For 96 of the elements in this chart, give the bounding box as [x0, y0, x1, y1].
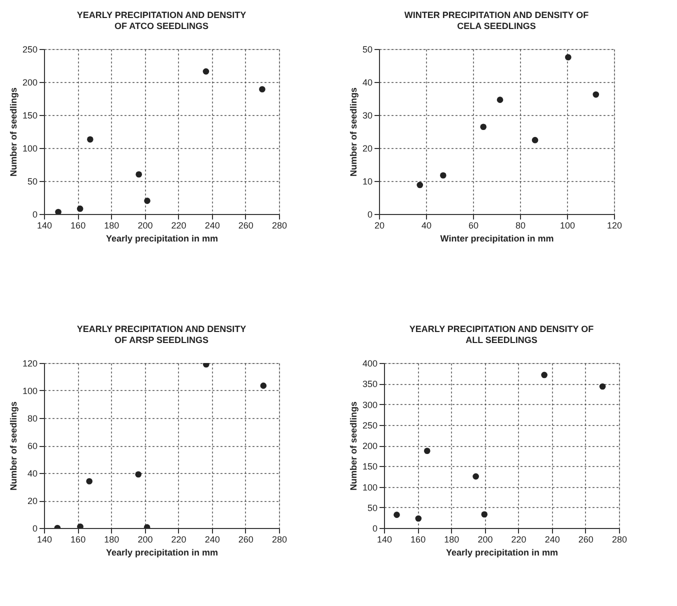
y-tick-label: 250	[22, 44, 38, 54]
y-tick-label: 50	[27, 176, 38, 186]
x-tick-label: 20	[374, 220, 385, 230]
y-tick-label: 40	[362, 78, 372, 88]
y-tick-label: 50	[362, 44, 372, 54]
point	[416, 182, 424, 188]
x-tick-label: 180	[104, 220, 120, 230]
y-tick-label: 0	[32, 210, 38, 220]
chart-title: YEARLY PRECIPITATION AND DENSITY OF ATCO SEEDLINGS	[76, 10, 246, 31]
y-tick-label: 0	[372, 524, 378, 534]
point	[260, 382, 267, 389]
x-tick-label: 260	[578, 534, 594, 544]
x-tick-label: 100	[560, 220, 576, 230]
x-tick-label: 140	[36, 534, 52, 544]
point	[496, 96, 504, 103]
point	[592, 91, 600, 98]
x-tick-label: 140	[376, 534, 392, 544]
y-tick-label: 200	[362, 441, 378, 451]
y-tick-label: 150	[22, 110, 38, 120]
point	[87, 136, 94, 143]
y-tick-label: 20	[27, 496, 38, 506]
y-tick-label: 40	[27, 468, 38, 478]
x-tick-label: 280	[612, 534, 628, 544]
y-tick-label: 80	[27, 414, 38, 424]
x-tick-label: 200	[138, 220, 153, 230]
x-tick-label: 60	[468, 220, 479, 230]
point	[532, 136, 538, 144]
x-tick-label: 180	[444, 534, 460, 544]
x-axis-title: Yearly precipitation in mm	[446, 548, 558, 558]
y-tick-label: 30	[362, 110, 372, 120]
y-tick-label: 150	[362, 462, 378, 472]
x-tick-label: 240	[544, 534, 560, 544]
x-tick-label: 160	[70, 534, 86, 544]
chart-title: WINTER PRECIPITATION AND DENSITY OF CELA SEEDLINGS	[404, 10, 590, 31]
x-tick-label: 200	[138, 534, 153, 544]
point	[440, 172, 446, 179]
x-tick-label: 220	[171, 220, 186, 230]
point	[541, 372, 548, 378]
chart-title: YEARLY PRECIPITATION AND DENSITY OF ARSP SEEDLINGS	[76, 324, 246, 345]
y-tick-label: 250	[362, 420, 378, 430]
x-axis-title: Yearly precipitation in mm	[106, 548, 218, 558]
point	[77, 523, 84, 528]
point	[135, 471, 142, 478]
x-tick-label: 40	[421, 220, 432, 230]
x-tick-label: 200	[478, 534, 493, 544]
y-tick-label: 20	[362, 144, 372, 154]
point	[144, 198, 150, 204]
y-tick-label: 120	[22, 358, 38, 368]
y-tick-label: 300	[362, 400, 378, 410]
y-axis-title: Number of seedlings	[8, 87, 18, 177]
point	[202, 363, 210, 368]
y-tick-label: 100	[22, 386, 38, 396]
x-tick-label: 140	[36, 220, 52, 230]
point	[424, 448, 430, 454]
y-tick-label: 100	[22, 144, 38, 154]
x-axis-title: Winter precipitation in mm	[440, 234, 554, 244]
x-tick-label: 260	[238, 534, 254, 544]
y-tick-label: 400	[362, 358, 378, 368]
x-tick-label: 220	[511, 534, 526, 544]
y-tick-label: 0	[32, 524, 38, 534]
x-tick-label: 280	[272, 534, 288, 544]
point	[55, 208, 62, 214]
x-axis-title: Yearly precipitation in mm	[106, 234, 218, 244]
y-tick-label: 200	[22, 78, 38, 88]
x-tick-label: 240	[204, 534, 220, 544]
y-tick-label: 50	[367, 502, 378, 513]
x-tick-label: 240	[204, 220, 220, 230]
point	[415, 515, 422, 522]
x-tick-label: 180	[104, 534, 120, 544]
point	[76, 206, 84, 212]
point	[136, 171, 142, 178]
x-tick-label: 260	[238, 220, 254, 230]
x-tick-label: 160	[70, 220, 86, 230]
point	[480, 124, 486, 130]
x-tick-label: 120	[606, 220, 622, 230]
y-axis-title: Number of seedlings	[348, 87, 358, 177]
x-tick-label: 160	[410, 534, 426, 544]
y-axis-title: Number of seedlings	[348, 401, 358, 491]
point	[86, 478, 92, 484]
x-tick-label: 280	[272, 220, 288, 230]
y-tick-label: 10	[362, 176, 372, 186]
y-tick-label: 350	[362, 379, 378, 390]
point	[481, 511, 488, 518]
y-axis-title: Number of seedlings	[8, 401, 18, 491]
y-tick-label: 100	[362, 482, 378, 492]
y-tick-label: 60	[27, 441, 38, 451]
point	[259, 86, 266, 92]
point	[394, 512, 400, 518]
y-tick-label: 0	[367, 210, 372, 220]
point	[565, 54, 572, 60]
point	[599, 383, 606, 390]
x-tick-label: 220	[171, 534, 186, 544]
x-tick-label: 80	[515, 220, 526, 230]
point	[472, 473, 479, 480]
point	[202, 68, 210, 75]
chart-title: YEARLY PRECIPITATION AND DENSITY OF ALL SEEDLINGS	[409, 324, 594, 345]
